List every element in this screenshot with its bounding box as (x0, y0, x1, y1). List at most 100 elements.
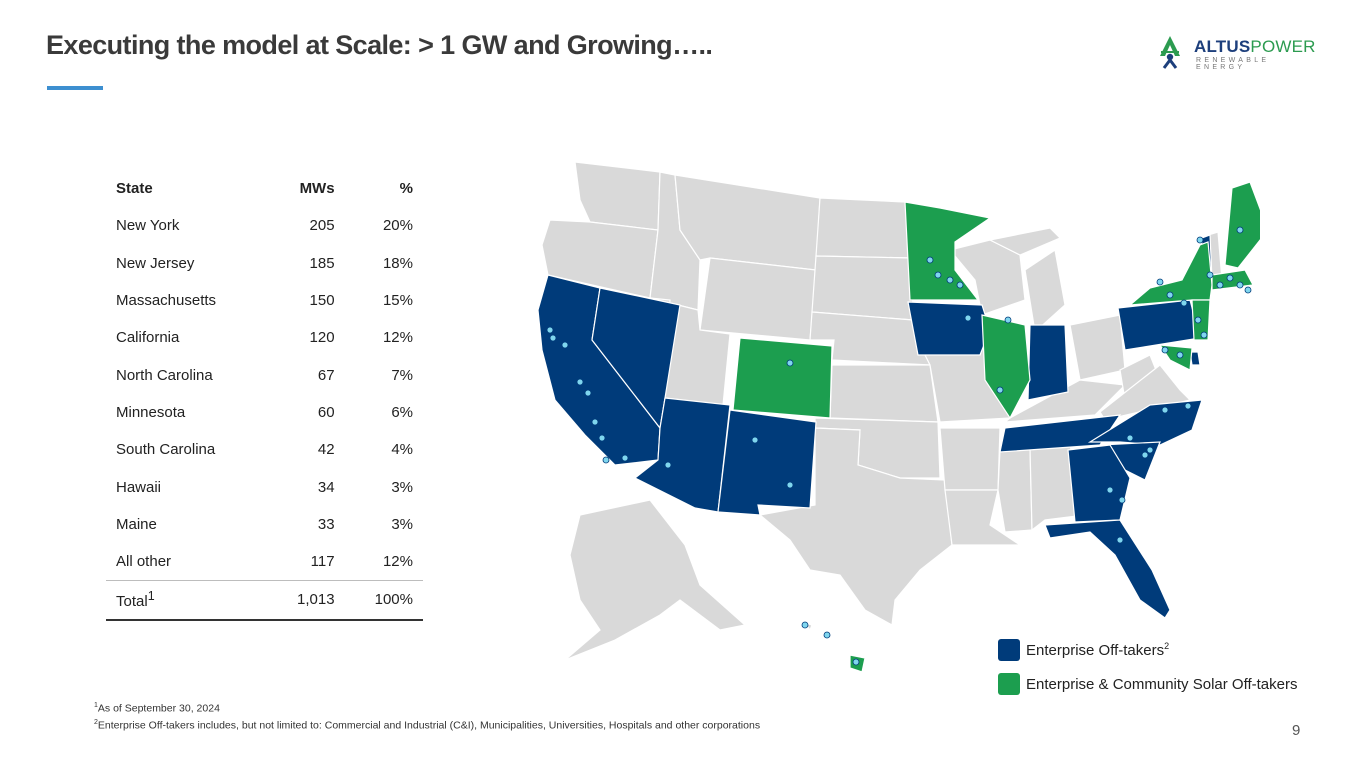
cell-pct: 7% (391, 366, 413, 384)
state-alaska (564, 499, 747, 661)
logo-primary-text: ALTUS (1194, 37, 1251, 56)
us-states-map (537, 161, 1260, 673)
site-marker (1166, 291, 1174, 299)
total-mw: 1,013 (267, 580, 345, 621)
page-number: 9 (1292, 722, 1301, 739)
site-marker (926, 256, 934, 264)
site-marker (591, 418, 599, 426)
site-marker (1236, 281, 1244, 289)
cell-mw: 60 (317, 403, 335, 421)
state-louisiana (944, 489, 1022, 546)
cell-state: Massachusetts (116, 292, 217, 310)
site-marker (546, 326, 554, 334)
state-kansas (829, 364, 939, 423)
state-wyoming (699, 257, 817, 341)
table-row: All other 117 12% (106, 543, 423, 581)
state-arkansas (939, 427, 1001, 491)
site-marker (1126, 434, 1134, 442)
site-marker (1116, 536, 1124, 544)
legend-item-enterprise: Enterprise Off-takers2 (998, 638, 1297, 662)
cell-pct: 15% (382, 292, 413, 310)
site-marker (1156, 278, 1164, 286)
state-texas (758, 427, 953, 626)
state-mississippi (997, 447, 1033, 533)
site-marker (934, 271, 942, 279)
state-north-dakota (815, 197, 913, 259)
site-marker (576, 378, 584, 386)
title-underline (47, 86, 103, 90)
table-row: California 120 12% (106, 319, 423, 356)
state-florida (1044, 519, 1171, 619)
cell-pct: 12% (382, 553, 413, 571)
site-marker (1216, 281, 1224, 289)
cell-state: South Carolina (116, 441, 216, 459)
cell-state: Minnesota (116, 403, 186, 421)
page-title: Executing the model at Scale: > 1 GW and… (46, 30, 713, 60)
logo-icon (1160, 36, 1180, 69)
state-minnesota (904, 201, 992, 301)
site-marker (1146, 446, 1154, 454)
site-marker (1161, 406, 1169, 414)
cell-mw: 33 (317, 515, 335, 533)
site-marker (1244, 286, 1252, 294)
cell-mw: 205 (309, 217, 335, 235)
cell-mw: 34 (317, 478, 335, 496)
site-marker (621, 454, 629, 462)
site-marker (1161, 346, 1169, 354)
state-pennsylvania (1117, 299, 1201, 351)
header-mws: MWs (299, 180, 335, 198)
site-marker (996, 386, 1004, 394)
cell-pct: 6% (391, 403, 413, 421)
site-marker (1206, 271, 1214, 279)
table-row: Maine 33 3% (106, 506, 423, 543)
site-marker (1176, 351, 1184, 359)
cell-mw: 42 (317, 441, 335, 459)
site-marker (823, 631, 831, 639)
cell-mw: 117 (310, 553, 335, 571)
site-marker (1141, 451, 1149, 459)
logo-secondary-text: POWER (1250, 37, 1316, 56)
legend-item-community: Enterprise & Community Solar Off-takers (998, 672, 1297, 696)
site-marker (1004, 316, 1012, 324)
map-legend: Enterprise Off-takers2 Enterprise & Comm… (998, 638, 1297, 706)
site-marker (1118, 496, 1126, 504)
site-marker (584, 389, 592, 397)
header-percent: % (399, 180, 413, 198)
legend-label-enterprise: Enterprise Off-takers2 (1026, 641, 1170, 659)
table-row: New Jersey 185 18% (106, 245, 423, 282)
total-label: Total1 (106, 580, 268, 621)
footnote-1: 1As of September 30, 2024 (94, 702, 220, 715)
table-row: Massachusetts 150 15% (106, 282, 423, 319)
cell-state: North Carolina (116, 366, 213, 384)
cell-state: New York (116, 217, 180, 235)
site-marker (1196, 236, 1204, 244)
legend-swatch-community (998, 673, 1020, 695)
state-maine (1224, 181, 1260, 269)
footnote-2: 2Enterprise Off-takers includes, but not… (94, 718, 761, 732)
table-row: Minnesota 60 6% (106, 394, 423, 431)
total-pct: 100% (344, 580, 423, 621)
cell-pct: 12% (382, 329, 413, 347)
state-south-dakota (811, 255, 914, 321)
cell-mw: 120 (309, 329, 335, 347)
state-illinois (981, 314, 1031, 420)
table-row: New York 205 20% (106, 207, 423, 244)
state-michigan (988, 227, 1066, 334)
state-north-carolina (1087, 399, 1203, 446)
site-marker (1200, 331, 1208, 339)
site-marker (1180, 299, 1188, 307)
state-ohio (1069, 314, 1126, 381)
cell-state: Maine (116, 515, 157, 533)
table-row: South Carolina 42 4% (106, 431, 423, 468)
site-marker (1194, 316, 1202, 324)
table-header-row: State MWs % (106, 170, 423, 207)
site-marker (852, 658, 860, 666)
cell-state: New Jersey (116, 254, 195, 272)
legend-swatch-enterprise (998, 639, 1020, 661)
site-marker (1106, 486, 1114, 494)
footnotes: 1As of September 30, 2024 2Enterprise Of… (94, 699, 760, 732)
site-marker (602, 456, 610, 464)
state-indiana (1027, 324, 1069, 401)
site-marker (1184, 402, 1192, 410)
cell-pct: 3% (391, 478, 413, 496)
